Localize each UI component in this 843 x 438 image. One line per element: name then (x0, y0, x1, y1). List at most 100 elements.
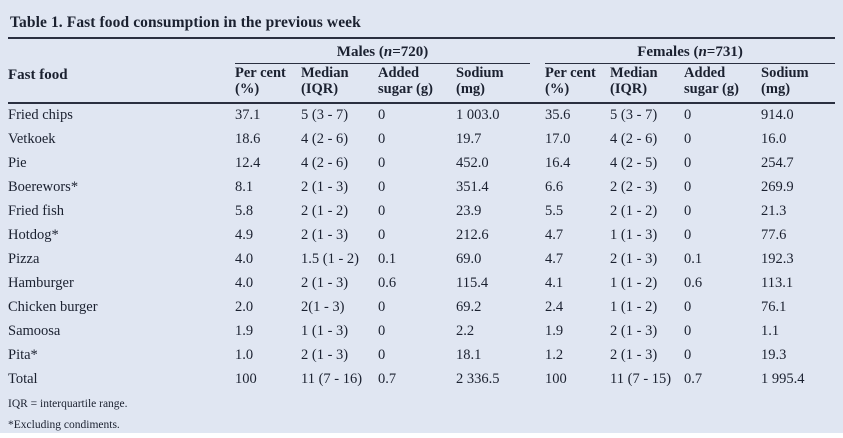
value-cell: 5 (3 - 7) (610, 107, 658, 123)
table-title: Table 1. Fast food consumption in the pr… (8, 0, 835, 39)
value-cell: 100 (545, 370, 567, 387)
value-cell: 0.6 (684, 274, 703, 291)
table-footnotes: IQR = interquartile range. *Excluding co… (8, 391, 835, 433)
value-cell: 914.0 (761, 107, 794, 123)
value-cell: 0 (684, 178, 692, 195)
gap-cell (530, 199, 545, 223)
column-header-females-percent: Per cent (%) (545, 63, 611, 104)
value-cell: 0.7 (684, 370, 703, 387)
value-cell: 0 (684, 298, 692, 315)
value-cell: 0 (684, 130, 692, 147)
value-cell: 0 (378, 178, 386, 195)
group-header-row: Fast food Males (n=720) Females (n=731) (8, 39, 836, 104)
value-cell: 16.4 (545, 154, 571, 171)
value-cell: 2 (1 - 3) (301, 274, 349, 291)
value-cell: 1.9 (545, 322, 564, 339)
value-cell: 1 (1 - 3) (301, 322, 349, 339)
value-cell: 0 (684, 202, 692, 219)
gap-cell (530, 247, 545, 271)
gap-cell (530, 367, 545, 391)
table-row: Chicken burger 2.0 2(1 - 3) 0 69.2 2.4 1 (1 - … (8, 295, 835, 319)
footnote-iqr: IQR = interquartile range. (8, 398, 128, 410)
food-name-cell: Chicken burger (8, 298, 98, 315)
value-cell: 4.7 (545, 226, 564, 243)
fast-food-table: Fast food Males (n=720) Females (n=731) … (8, 39, 836, 391)
food-name-cell: Fried fish (8, 202, 64, 219)
column-header-females-median: Median (IQR) (610, 63, 685, 104)
value-cell: 212.6 (456, 226, 489, 243)
food-name-cell: Hotdog* (8, 226, 59, 243)
value-cell: 1 (1 - 2) (610, 298, 658, 315)
value-cell: 8.1 (235, 178, 254, 195)
value-cell: 0 (378, 226, 386, 243)
value-cell: 5.5 (545, 202, 564, 219)
value-cell: 351.4 (456, 178, 489, 195)
value-cell: 2(1 - 3) (301, 298, 345, 315)
value-cell: 1 995.4 (761, 370, 805, 387)
value-cell: 2 336.5 (456, 370, 500, 387)
value-cell: 2 (1 - 3) (610, 250, 658, 267)
table-row: Fried chips 37.1 5 (3 - 7) 0 1 003.0 35.6 5 (3… (8, 103, 835, 127)
value-cell: 0 (684, 226, 692, 243)
value-cell: 254.7 (761, 154, 794, 171)
value-cell: 1.2 (545, 346, 564, 363)
value-cell: 19.7 (456, 130, 482, 147)
value-cell: 1.5 (1 - 2) (301, 250, 359, 267)
value-cell: 0 (378, 298, 386, 315)
table-row: Fried fish 5.8 2 (1 - 2) 0 23.9 5.5 2 (1 - 2) 0… (8, 199, 835, 223)
value-cell: 0 (378, 107, 386, 123)
column-header-females-added-sugar: Added sugar (g) (684, 63, 762, 104)
gap-cell (530, 127, 545, 151)
value-cell: 2 (2 - 3) (610, 178, 658, 195)
value-cell: 1.1 (761, 322, 780, 339)
value-cell: 269.9 (761, 178, 794, 195)
food-name-cell: Vetkoek (8, 130, 56, 147)
column-header-males-sodium: Sodium (mg) (456, 63, 531, 104)
table-row: Vetkoek 18.6 4 (2 - 6) 0 19.7 17.0 4 (2 - 6) 0 1… (8, 127, 835, 151)
value-cell: 2 (1 - 3) (301, 178, 349, 195)
table-row: Hamburger 4.0 2 (1 - 3) 0.6 115.4 4.1 1 (1 - 2… (8, 271, 835, 295)
value-cell: 0 (684, 346, 692, 363)
value-cell: 2 (1 - 2) (301, 202, 349, 219)
value-cell: 1 (1 - 2) (610, 274, 658, 291)
value-cell: 19.3 (761, 346, 787, 363)
food-name-cell: Total (8, 370, 38, 387)
value-cell: 115.4 (456, 274, 489, 291)
value-cell: 23.9 (456, 202, 482, 219)
value-cell: 0 (378, 130, 386, 147)
value-cell: 11 (7 - 16) (301, 370, 363, 387)
column-gap (530, 39, 546, 104)
gap-cell (530, 295, 545, 319)
value-cell: 4.1 (545, 274, 564, 291)
value-cell: 4.0 (235, 274, 254, 291)
value-cell: 5 (3 - 7) (301, 107, 349, 123)
gap-cell (530, 103, 545, 127)
value-cell: 4.0 (235, 250, 254, 267)
food-name-cell: Pita* (8, 346, 38, 363)
gap-cell (530, 151, 545, 175)
value-cell: 0.7 (378, 370, 397, 387)
value-cell: 18.6 (235, 130, 261, 147)
food-name-cell: Fried chips (8, 107, 73, 123)
value-cell: 16.0 (761, 130, 787, 147)
food-name-cell: Pizza (8, 250, 40, 267)
value-cell: 2 (1 - 3) (610, 346, 658, 363)
value-cell: 12.4 (235, 154, 261, 171)
group-header-females: Females (n=731) (545, 39, 836, 64)
value-cell: 0 (684, 154, 692, 171)
table-row: Pita* 1.0 2 (1 - 3) 0 18.1 1.2 2 (1 - 3) 0 19.3 (8, 343, 835, 367)
value-cell: 113.1 (761, 274, 794, 291)
table-body: Fried chips 37.1 5 (3 - 7) 0 1 003.0 35.6 5 (3… (8, 103, 835, 391)
table-row: Total 100 11 (7 - 16) 0.7 2 336.5 100 11 (7 - … (8, 367, 835, 391)
table-row: Pizza 4.0 1.5 (1 - 2) 0.1 69.0 4.7 2 (1 - 3) 0.… (8, 247, 835, 271)
value-cell: 17.0 (545, 130, 571, 147)
value-cell: 2 (1 - 3) (301, 346, 349, 363)
table-row: Boerewors* 8.1 2 (1 - 3) 0 351.4 6.6 2 (2 - 3)… (8, 175, 835, 199)
value-cell: 11 (7 - 15) (610, 370, 672, 387)
value-cell: 0.1 (684, 250, 703, 267)
value-cell: 4.9 (235, 226, 254, 243)
value-cell: 0.6 (378, 274, 397, 291)
value-cell: 69.2 (456, 298, 482, 315)
value-cell: 4 (2 - 6) (301, 154, 349, 171)
